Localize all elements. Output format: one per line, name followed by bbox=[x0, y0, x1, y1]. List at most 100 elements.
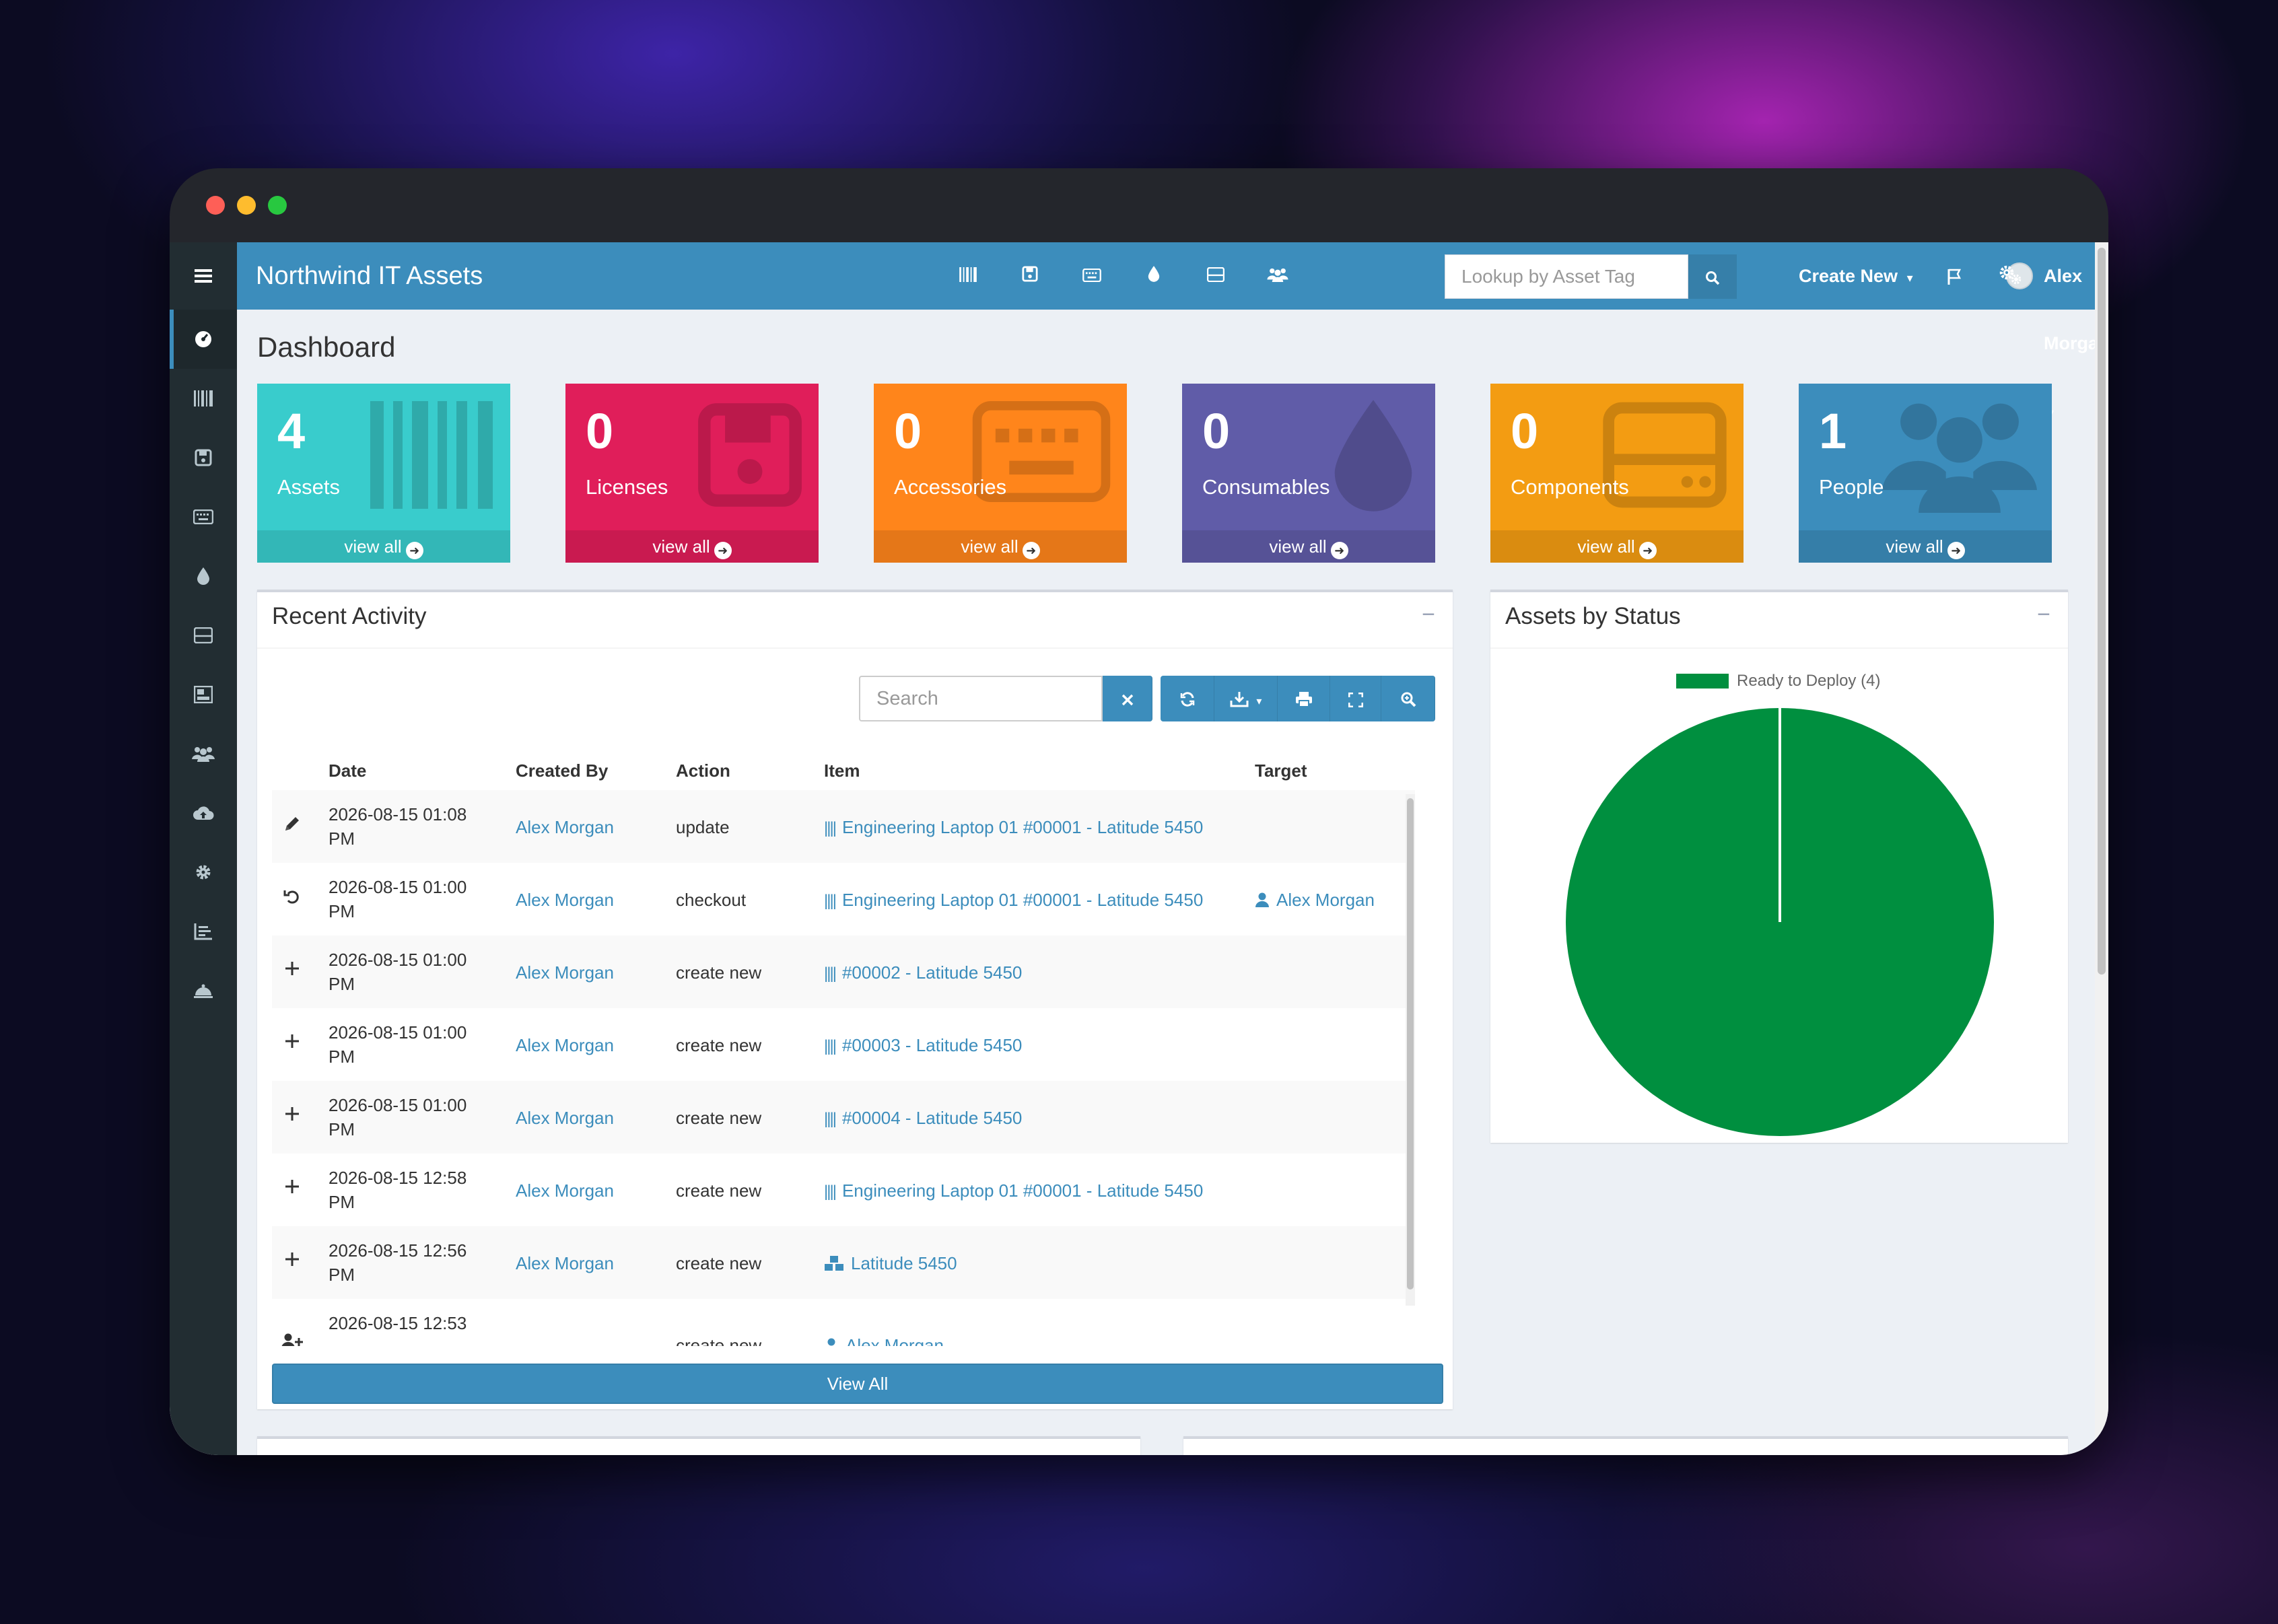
page-scrollbar[interactable] bbox=[2095, 242, 2108, 1455]
view-all-button[interactable]: View All bbox=[272, 1364, 1443, 1404]
column-header-item[interactable]: Item bbox=[824, 761, 860, 781]
hamburger-icon bbox=[195, 269, 212, 283]
table-scrollbar-thumb[interactable] bbox=[1407, 798, 1414, 1290]
create-new-dropdown[interactable]: Create New ▾ bbox=[1799, 242, 1913, 312]
flag-button[interactable] bbox=[1947, 242, 1962, 310]
sidebar-item-consumables[interactable] bbox=[170, 546, 237, 606]
tile-consumables[interactable]: 0 Consumables view all ➜ bbox=[1182, 384, 1435, 563]
maximize-window-button[interactable] bbox=[268, 196, 287, 215]
recent-activity-box: Recent Activity − Search ▾ bbox=[257, 590, 1453, 1409]
row-item-link[interactable]: |||| #00004 - Latitude 5450 bbox=[824, 1108, 1022, 1129]
print-button[interactable] bbox=[1278, 676, 1330, 721]
tile-view-all-link[interactable]: view all ➜ bbox=[257, 530, 510, 563]
sidebar bbox=[170, 242, 237, 1455]
tile-view-all-link[interactable]: view all ➜ bbox=[1182, 530, 1435, 563]
asset-tag-lookup-input[interactable]: Lookup by Asset Tag bbox=[1445, 254, 1688, 299]
table-search-input[interactable]: Search bbox=[859, 676, 1103, 721]
pie-chart[interactable] bbox=[1564, 707, 1995, 1137]
droplet-icon bbox=[1148, 265, 1160, 282]
sidebar-item-predefined-kits[interactable] bbox=[170, 665, 237, 724]
clear-search-button[interactable] bbox=[1103, 676, 1152, 721]
keyboard-icon bbox=[1082, 268, 1101, 283]
sidebar-item-people[interactable] bbox=[170, 724, 237, 783]
tile-count: 4 bbox=[277, 403, 306, 459]
table-row: 2026-08-15 12:56 PM Alex Morgan create n… bbox=[272, 1226, 1415, 1299]
row-created-by-link[interactable]: Alex Morgan bbox=[516, 890, 614, 910]
fullscreen-button[interactable] bbox=[1330, 676, 1381, 721]
collapse-button[interactable]: − bbox=[2037, 602, 2050, 627]
close-window-button[interactable] bbox=[206, 196, 225, 215]
tile-assets[interactable]: 4 Assets view all ➜ bbox=[257, 384, 510, 563]
lower-box-left bbox=[257, 1436, 1140, 1455]
row-created-by-link[interactable]: Alex Morgan bbox=[516, 817, 614, 837]
row-created-by-link[interactable]: Alex Morgan bbox=[516, 1108, 614, 1128]
row-item-label: #00004 - Latitude 5450 bbox=[841, 1108, 1023, 1128]
sidebar-item-accessories[interactable] bbox=[170, 487, 237, 546]
advanced-search-button[interactable] bbox=[1381, 676, 1435, 721]
nav-licenses-button[interactable] bbox=[999, 265, 1061, 287]
nav-accessories-button[interactable] bbox=[1061, 265, 1123, 287]
asset-tag-lookup-button[interactable] bbox=[1688, 254, 1737, 299]
dashboard-icon bbox=[195, 331, 211, 347]
sidebar-toggle-button[interactable] bbox=[170, 242, 237, 310]
refresh-button[interactable] bbox=[1161, 676, 1214, 721]
column-header-created-by[interactable]: Created By bbox=[516, 761, 609, 781]
row-created-by-link[interactable]: Alex Morgan bbox=[516, 1035, 614, 1055]
row-item-link[interactable]: Latitude 5450 bbox=[824, 1253, 957, 1274]
row-target-link[interactable]: Alex Morgan bbox=[1255, 890, 1375, 911]
tile-accessories[interactable]: 0 Accessories view all ➜ bbox=[874, 384, 1127, 563]
floppy-icon bbox=[698, 403, 802, 507]
column-header-date[interactable]: Date bbox=[329, 761, 367, 781]
export-dropdown-button[interactable]: ▾ bbox=[1214, 676, 1278, 721]
row-item-link[interactable]: |||| #00002 - Latitude 5450 bbox=[824, 962, 1022, 983]
row-item-link[interactable]: Alex Morgan bbox=[824, 1335, 944, 1346]
page-scrollbar-thumb[interactable] bbox=[2098, 248, 2106, 975]
row-created-by-link[interactable]: Alex Morgan bbox=[516, 962, 614, 983]
tile-view-all-link[interactable]: view all ➜ bbox=[1490, 530, 1744, 563]
barcode-icon: |||| bbox=[824, 964, 837, 983]
sidebar-item-components[interactable] bbox=[170, 606, 237, 665]
sidebar-item-dashboard[interactable] bbox=[170, 310, 237, 369]
minimize-window-button[interactable] bbox=[237, 196, 256, 215]
tile-components[interactable]: 0 Components view all ➜ bbox=[1490, 384, 1744, 563]
row-item-label: Engineering Laptop 01 #00001 - Latitude … bbox=[841, 817, 1204, 837]
nav-assets-button[interactable] bbox=[937, 265, 999, 287]
sidebar-item-assets[interactable] bbox=[170, 369, 237, 428]
row-item-link[interactable]: |||| Engineering Laptop 01 #00001 - Latit… bbox=[824, 1180, 1203, 1201]
row-created-by-link[interactable]: Alex Morgan bbox=[516, 1253, 614, 1273]
sidebar-item-licenses[interactable] bbox=[170, 428, 237, 487]
row-item-link[interactable]: |||| Engineering Laptop 01 #00001 - Latit… bbox=[824, 890, 1203, 911]
sidebar-item-requestable[interactable] bbox=[170, 961, 237, 1020]
row-action: update bbox=[676, 817, 730, 837]
sidebar-item-import[interactable] bbox=[170, 783, 237, 843]
row-date: 2026-08-15 12:58 PM bbox=[329, 1168, 467, 1212]
page-title: Dashboard bbox=[257, 331, 396, 363]
hdd-icon bbox=[194, 627, 213, 643]
table-row: 2026-08-15 01:00 PM Alex Morgan create n… bbox=[272, 1008, 1415, 1081]
row-item-link[interactable]: |||| #00003 - Latitude 5450 bbox=[824, 1035, 1022, 1056]
collapse-button[interactable]: − bbox=[1422, 602, 1435, 627]
brand-title[interactable]: Northwind IT Assets bbox=[256, 262, 483, 290]
tile-view-all-link[interactable]: view all ➜ bbox=[1799, 530, 2052, 563]
tile-people[interactable]: 1 People view all ➜ bbox=[1799, 384, 2052, 563]
nav-consumables-button[interactable] bbox=[1123, 265, 1185, 287]
tile-view-all-link[interactable]: view all ➜ bbox=[874, 530, 1127, 563]
row-created-by-link[interactable]: Alex Morgan bbox=[516, 1180, 614, 1201]
tile-licenses[interactable]: 0 Licenses view all ➜ bbox=[565, 384, 819, 563]
column-header-action[interactable]: Action bbox=[676, 761, 730, 781]
column-header-target[interactable]: Target bbox=[1255, 761, 1307, 781]
row-action: create new bbox=[676, 962, 762, 983]
nav-components-button[interactable] bbox=[1185, 265, 1247, 287]
row-item-label: #00002 - Latitude 5450 bbox=[841, 962, 1023, 983]
chart-legend[interactable]: Ready to Deploy (4) bbox=[1676, 672, 1880, 691]
view-all-label: view all bbox=[652, 536, 710, 557]
row-action: create new bbox=[676, 1035, 762, 1055]
sidebar-item-settings[interactable] bbox=[170, 843, 237, 902]
table-scrollbar[interactable] bbox=[1406, 794, 1415, 1306]
activity-table-body[interactable]: 2026-08-15 01:08 PM Alex Morgan update |… bbox=[272, 790, 1415, 1346]
nav-people-button[interactable] bbox=[1247, 265, 1309, 287]
admin-gears-button[interactable] bbox=[1998, 264, 2022, 289]
tile-view-all-link[interactable]: view all ➜ bbox=[565, 530, 819, 563]
row-item-link[interactable]: |||| Engineering Laptop 01 #00001 - Latit… bbox=[824, 817, 1203, 838]
sidebar-item-reports[interactable] bbox=[170, 902, 237, 961]
